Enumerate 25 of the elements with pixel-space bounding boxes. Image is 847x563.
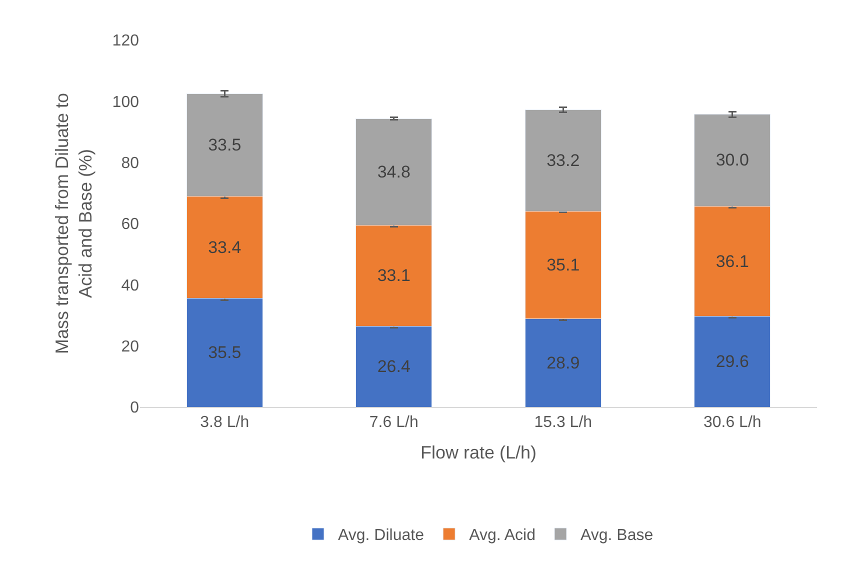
- y-tick-label: 0: [130, 400, 140, 417]
- y-tick-label: 100: [112, 94, 140, 111]
- x-tick-label: 15.3 L/h: [534, 414, 592, 432]
- data-label: 26.4: [377, 357, 410, 376]
- y-axis-title: Mass transported from Diluate to Acid and Base (%): [52, 92, 96, 354]
- data-label: 33.4: [208, 238, 242, 257]
- data-label: 35.5: [208, 343, 242, 362]
- y-tick-label: 40: [121, 277, 140, 294]
- x-axis-title: Flow rate (L/h): [420, 442, 537, 462]
- y-tick-label: 120: [112, 32, 140, 50]
- x-tick-label: 30.6 L/h: [703, 414, 762, 432]
- data-label: 34.8: [377, 162, 410, 182]
- data-label: 30.0: [716, 150, 749, 170]
- data-label: 35.1: [546, 255, 580, 274]
- data-label: 33.1: [377, 266, 410, 286]
- y-tick-label: 20: [121, 338, 140, 356]
- x-tick-label: 3.8 L/h: [200, 414, 250, 432]
- data-label: 28.9: [546, 353, 580, 372]
- data-label: 29.6: [716, 352, 749, 372]
- y-tick-label: 80: [121, 154, 140, 172]
- data-label: 33.5: [208, 136, 242, 155]
- data-label: 36.1: [716, 252, 749, 271]
- y-tick-label: 60: [121, 216, 140, 234]
- x-tick-label: 7.6 L/h: [369, 414, 418, 432]
- data-label: 33.2: [546, 151, 580, 170]
